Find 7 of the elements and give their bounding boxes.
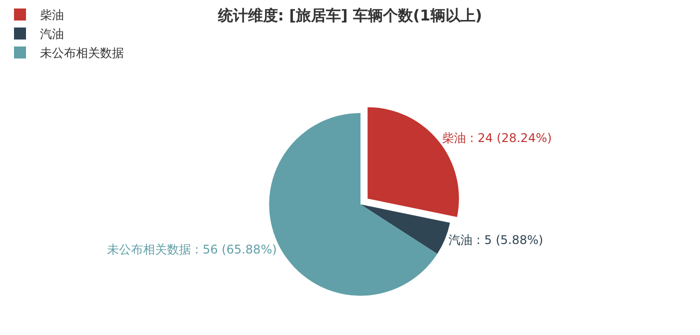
- legend-label: 未公布相关数据: [40, 46, 124, 60]
- legend-label: 汽油: [40, 27, 64, 42]
- data-label: 未公布相关数据 : 56 (65.88%): [106, 242, 277, 257]
- data-label: 汽油 : 5 (5.88%): [448, 232, 544, 247]
- legend-label: 柴油: [40, 8, 64, 22]
- chart-title: 统计维度: [旅居车] 车辆个数(1辆以上): [216, 6, 482, 25]
- data-label: 柴油 : 24 (28.24%): [442, 131, 552, 146]
